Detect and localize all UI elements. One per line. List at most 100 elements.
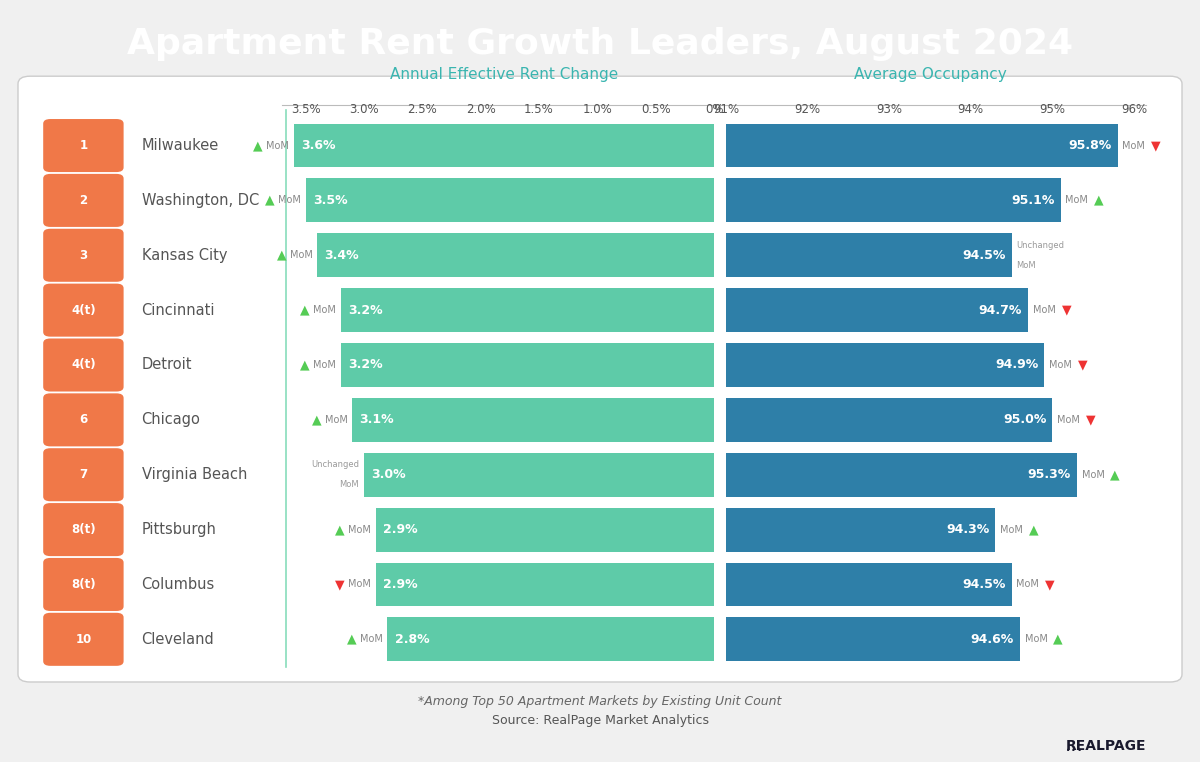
FancyBboxPatch shape	[43, 448, 124, 501]
Text: 94.5%: 94.5%	[962, 578, 1006, 591]
Bar	[341, 343, 714, 387]
Text: 2.5%: 2.5%	[408, 103, 437, 116]
Text: 2.0%: 2.0%	[466, 103, 496, 116]
Text: MoM: MoM	[1016, 579, 1039, 590]
Text: Pittsburgh: Pittsburgh	[142, 522, 216, 537]
Bar	[726, 507, 995, 552]
Text: ▼: ▼	[1078, 358, 1087, 372]
Bar	[726, 617, 1020, 661]
FancyBboxPatch shape	[43, 119, 124, 172]
Text: MoM: MoM	[266, 140, 289, 151]
Text: 94.5%: 94.5%	[962, 248, 1006, 262]
Text: 1: 1	[79, 139, 88, 152]
FancyBboxPatch shape	[43, 229, 124, 282]
Text: 1.0%: 1.0%	[582, 103, 612, 116]
Bar	[341, 288, 714, 332]
Text: 95%: 95%	[1039, 103, 1066, 116]
Text: 95.3%: 95.3%	[1027, 468, 1070, 482]
Bar	[726, 562, 1012, 607]
Text: ▲: ▲	[253, 139, 263, 152]
Bar	[306, 178, 714, 223]
Text: MoM: MoM	[313, 305, 336, 315]
Text: 94.7%: 94.7%	[978, 303, 1022, 317]
FancyBboxPatch shape	[43, 613, 124, 666]
Text: Annual Effective Rent Change: Annual Effective Rent Change	[390, 66, 618, 82]
Bar	[726, 288, 1028, 332]
Bar	[317, 233, 714, 277]
FancyBboxPatch shape	[43, 558, 124, 611]
Text: Virginia Beach: Virginia Beach	[142, 467, 247, 482]
Text: 4(t): 4(t)	[71, 358, 96, 372]
Text: ▲: ▲	[300, 358, 310, 372]
Text: MoM: MoM	[1049, 360, 1072, 370]
Text: ▲: ▲	[1110, 468, 1120, 482]
Text: MoM: MoM	[1016, 261, 1036, 270]
FancyBboxPatch shape	[43, 393, 124, 447]
Text: MoM: MoM	[1025, 634, 1048, 645]
Text: 94.3%: 94.3%	[946, 523, 989, 536]
Bar	[726, 233, 1012, 277]
Text: 95.8%: 95.8%	[1068, 139, 1111, 152]
Text: MoM: MoM	[1081, 469, 1104, 480]
Text: ▲: ▲	[300, 303, 310, 317]
Text: ▲: ▲	[265, 194, 275, 207]
Text: 2.9%: 2.9%	[383, 578, 418, 591]
Text: 3.6%: 3.6%	[301, 139, 336, 152]
Text: 7: 7	[79, 468, 88, 482]
Text: 8(t): 8(t)	[71, 523, 96, 536]
Text: 3.5%: 3.5%	[313, 194, 348, 207]
Bar	[726, 343, 1044, 387]
Text: ▼: ▼	[1045, 578, 1055, 591]
Text: 94.9%: 94.9%	[995, 358, 1038, 372]
Text: MoM: MoM	[1122, 140, 1145, 151]
Text: MoM: MoM	[289, 250, 312, 261]
Text: Columbus: Columbus	[142, 577, 215, 592]
Text: 3.0%: 3.0%	[371, 468, 406, 482]
Text: 0.5%: 0.5%	[641, 103, 671, 116]
Text: Chicago: Chicago	[142, 412, 200, 427]
Bar	[294, 123, 714, 168]
Text: 95.0%: 95.0%	[1003, 413, 1046, 427]
FancyBboxPatch shape	[43, 174, 124, 227]
Text: MoM: MoM	[1057, 415, 1080, 425]
Text: 6: 6	[79, 413, 88, 427]
FancyBboxPatch shape	[18, 76, 1182, 682]
FancyBboxPatch shape	[43, 503, 124, 556]
Text: 3: 3	[79, 248, 88, 262]
Text: MoM: MoM	[360, 634, 383, 645]
Text: 94%: 94%	[958, 103, 984, 116]
Text: 3.0%: 3.0%	[349, 103, 379, 116]
Bar	[388, 617, 714, 661]
Text: 95.1%: 95.1%	[1012, 194, 1055, 207]
Text: ▼: ▼	[1062, 303, 1072, 317]
Bar	[364, 453, 714, 497]
Bar	[726, 123, 1117, 168]
Text: 2.8%: 2.8%	[395, 632, 430, 646]
Bar	[726, 178, 1061, 223]
Text: Kansas City: Kansas City	[142, 248, 227, 263]
FancyBboxPatch shape	[43, 338, 124, 392]
Bar	[353, 398, 714, 442]
Text: Cleveland: Cleveland	[142, 632, 215, 647]
Text: ▼: ▼	[1151, 139, 1160, 152]
Text: 3.5%: 3.5%	[290, 103, 320, 116]
Bar	[376, 562, 714, 607]
Text: ▲: ▲	[335, 523, 344, 536]
Text: ▲: ▲	[312, 413, 322, 427]
Text: 91%: 91%	[713, 103, 739, 116]
Text: 4(t): 4(t)	[71, 303, 96, 317]
Text: Average Occupancy: Average Occupancy	[853, 66, 1007, 82]
Text: MoM: MoM	[1033, 305, 1056, 315]
Text: Source: RealPage Market Analytics: Source: RealPage Market Analytics	[492, 714, 708, 728]
Text: 94.6%: 94.6%	[971, 632, 1014, 646]
Text: MoM: MoM	[1000, 524, 1022, 535]
Text: Washington, DC: Washington, DC	[142, 193, 259, 208]
Text: *Among Top 50 Apartment Markets by Existing Unit Count: *Among Top 50 Apartment Markets by Exist…	[419, 694, 781, 708]
Text: MoM: MoM	[325, 415, 348, 425]
FancyBboxPatch shape	[43, 283, 124, 337]
Text: MoM: MoM	[348, 579, 371, 590]
Bar	[376, 507, 714, 552]
Text: ▲: ▲	[1094, 194, 1104, 207]
Text: ▼: ▼	[1086, 413, 1096, 427]
Text: Apartment Rent Growth Leaders, August 2024: Apartment Rent Growth Leaders, August 20…	[127, 27, 1073, 61]
